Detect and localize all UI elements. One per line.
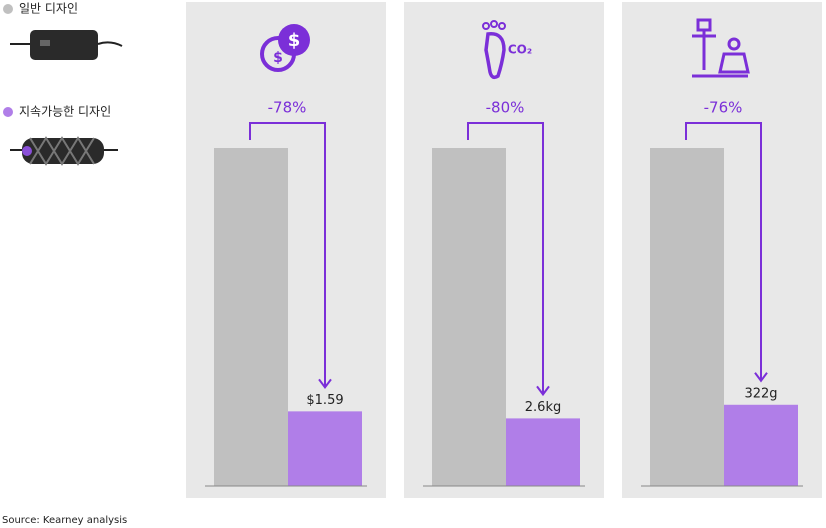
value-label: 2.6kg	[525, 400, 561, 415]
legend-label: 일반 디자인	[19, 2, 78, 16]
panel-icon	[692, 18, 750, 78]
bar	[650, 148, 724, 486]
panel: CO₂ 2.6kg -80%	[404, 2, 604, 498]
panel-icon: CO₂	[482, 20, 532, 80]
reduction-arrow	[685, 122, 762, 381]
reduction-arrow	[249, 122, 326, 388]
source: Source: Kearney analysis	[2, 515, 127, 526]
legend-swatch	[3, 107, 13, 117]
legend-image-standard	[10, 30, 123, 60]
bar	[724, 404, 798, 486]
panel: 322g -76%	[622, 2, 822, 498]
arrow-head	[536, 385, 550, 397]
bar	[288, 411, 362, 486]
reduction-label: -76%	[704, 99, 743, 117]
reduction-label: -80%	[486, 99, 525, 117]
arrow-head	[318, 378, 332, 390]
legend-swatch	[3, 4, 13, 14]
svg-text:CO₂: CO₂	[508, 43, 532, 57]
legend-image-sustainable	[10, 136, 118, 166]
bar	[506, 418, 580, 486]
reduction-arrow	[467, 122, 544, 395]
svg-text:$: $	[288, 30, 301, 51]
panel-icon: $$	[260, 24, 310, 72]
value-label: 322g	[744, 386, 777, 401]
bar	[432, 148, 506, 486]
bar	[214, 148, 288, 486]
legend-label: 지속가능한 디자인	[19, 105, 111, 119]
svg-text:$: $	[273, 50, 283, 66]
value-label: $1.59	[306, 393, 343, 408]
arrow-head	[754, 372, 768, 383]
reduction-label: -78%	[268, 99, 307, 117]
panel: $$$1.59-78%	[186, 2, 386, 498]
